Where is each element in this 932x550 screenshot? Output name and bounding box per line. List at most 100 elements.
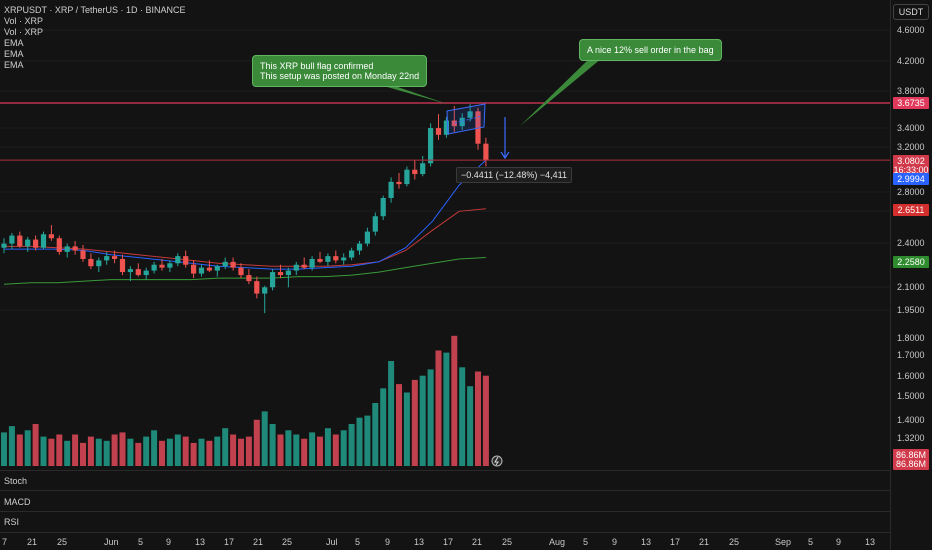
time-tick-label: 21 [27, 537, 38, 547]
currency-button[interactable]: USDT [893, 4, 929, 20]
candle-body [246, 275, 252, 282]
candle-body [364, 231, 370, 244]
bull-flag-midline [454, 115, 483, 124]
volume-bar [87, 436, 94, 466]
ema-mid-line [4, 208, 486, 267]
candle-body [191, 264, 197, 274]
candle-body [420, 163, 426, 175]
volume-bar [403, 392, 410, 466]
candle-body [435, 128, 442, 135]
candle-body [277, 272, 284, 276]
legend-vol-1: Vol · XRP [4, 16, 44, 26]
time-tick-label: 5 [583, 537, 589, 547]
candle-body [230, 261, 236, 268]
volume-bar [348, 424, 355, 466]
volume-bar [475, 371, 481, 466]
volume-bar [143, 436, 150, 466]
legend-vol-2: Vol · XRP [4, 27, 44, 37]
candle-body [1, 243, 7, 248]
lightning-icon [491, 455, 503, 467]
volume-bar [1, 432, 7, 466]
time-tick-label: 5 [355, 537, 361, 547]
panel-divider [0, 511, 932, 512]
volume-bar [443, 352, 450, 466]
candle-body [341, 257, 347, 261]
time-tick-label: 17 [443, 537, 454, 547]
candle-body [80, 250, 86, 259]
volume-bar [245, 436, 252, 466]
candle-body [112, 256, 118, 259]
candle-body [285, 270, 291, 276]
time-tick-label: 25 [57, 537, 68, 547]
time-tick-label: 21 [472, 537, 483, 547]
volume-bar [411, 379, 418, 466]
candle-body [309, 258, 315, 268]
candle-body [151, 264, 157, 271]
volume-bar [427, 369, 434, 466]
panel-divider [0, 490, 932, 491]
candle-body [238, 267, 244, 276]
volume-bar [166, 438, 173, 466]
volume-bar [95, 438, 102, 466]
price-tag: 86.86M [893, 458, 929, 470]
time-tick-label: 5 [138, 537, 144, 547]
time-tick-label: 13 [414, 537, 425, 547]
volume-bar [372, 403, 379, 466]
price-tick-label: 1.7000 [897, 350, 925, 360]
ema-fast-line [4, 159, 487, 270]
volume-bar [277, 434, 284, 466]
price-tick-label: 1.5000 [897, 391, 925, 401]
bull-flag-pointer [380, 85, 447, 104]
candle-body [356, 243, 363, 251]
candle-body [206, 267, 212, 271]
volume-bar [198, 438, 205, 466]
chart-legend: XRPUSDT · XRP / TetherUS · 1D · BINANCE … [4, 5, 186, 71]
volume-bar [482, 375, 489, 466]
sell-order-callout[interactable]: A nice 12% sell order in the bag [579, 39, 722, 61]
price-tick-label: 2.4000 [897, 238, 925, 248]
candle-body [475, 111, 481, 144]
candle-body [254, 281, 260, 294]
volume-bar [40, 436, 47, 466]
volume-bar [364, 415, 371, 466]
candle-body [443, 120, 449, 135]
volume-bar [222, 428, 229, 466]
time-tick-label: 25 [502, 537, 513, 547]
volume-bar [261, 411, 268, 466]
symbol-title: XRPUSDT · XRP / TetherUS · 1D · BINANCE [4, 5, 186, 15]
time-tick-label: Jul [326, 537, 338, 547]
volume-bar [151, 430, 158, 466]
panel-divider [0, 532, 932, 533]
macd-label: MACD [4, 497, 31, 507]
candle-body [64, 246, 70, 252]
time-tick-label: 21 [699, 537, 710, 547]
price-tick-label: 1.3200 [897, 433, 925, 443]
time-tick-label: 7 [2, 537, 8, 547]
volume-bar [356, 417, 363, 466]
price-tag: 2.2580 [893, 256, 929, 268]
lightning-bolt-icon [494, 456, 499, 466]
time-tick-label: 13 [641, 537, 652, 547]
candle-body [404, 169, 410, 185]
legend-ema-2: EMA [4, 49, 24, 59]
volume-bar [182, 436, 189, 466]
volume-bar [317, 436, 323, 466]
price-chart[interactable] [0, 0, 890, 470]
volume-bar [238, 438, 244, 466]
volume-bar [119, 432, 126, 466]
volume-bar [214, 436, 221, 466]
time-tick-label: 17 [670, 537, 681, 547]
volume-bar [111, 434, 118, 466]
volume-bar [419, 375, 426, 466]
time-tick-label: Sep [775, 537, 792, 547]
candle-body [40, 234, 47, 248]
candle-body [380, 197, 386, 217]
candle-body [222, 261, 228, 267]
bull-flag-callout[interactable]: This XRP bull flag confirmed This setup … [252, 55, 428, 87]
volume-bar [48, 438, 55, 466]
candle-body [388, 181, 394, 198]
volume-bar [340, 430, 347, 466]
volume-bar [135, 442, 142, 466]
candle-body [175, 256, 181, 264]
bull-flag-channel [446, 103, 486, 135]
